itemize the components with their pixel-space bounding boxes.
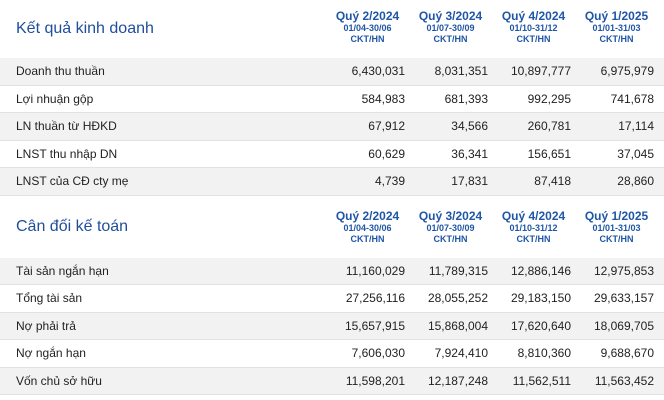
cell-value: 87,418: [534, 174, 571, 189]
cell-value: 260,781: [527, 119, 571, 134]
period-name: Quý 4/2024: [501, 9, 566, 23]
period-range: 01/01-31/03: [592, 23, 641, 33]
cell-value: 8,031,351: [434, 64, 488, 79]
period-header-q1-2025[interactable]: Quý 1/2025 01/01-31/03 CKT/HN: [575, 9, 658, 45]
cell-value: 29,633,157: [593, 291, 654, 306]
cell-value: 11,562,511: [512, 373, 571, 388]
balance-sheet-header: Cân đối kế toán Quý 2/2024 01/04-30/06 C…: [0, 195, 664, 258]
cell-value: 17,831: [451, 174, 488, 189]
cell-value: 584,983: [361, 91, 405, 106]
cell-value: 28,055,252: [427, 291, 488, 306]
cell-value: 15,868,004: [427, 318, 488, 333]
period-range: 01/07-30/09: [426, 23, 475, 33]
period-unit: CKT/HN: [599, 34, 634, 44]
balance-sheet-title: Cân đối kế toán: [16, 217, 129, 235]
cell-value: 17,620,640: [510, 318, 571, 333]
table-row: Lợi nhuận gộp 584,983 681,393 992,295 74…: [0, 86, 664, 113]
period-range: 01/10-31/12: [509, 23, 558, 33]
table-row: Vốn chủ sở hữu 11,598,201 12,187,248 11,…: [0, 367, 664, 395]
cell-value: 4,739: [374, 174, 405, 189]
cell-value: 27,256,116: [345, 291, 405, 306]
cell-value: 36,341: [451, 146, 488, 161]
cell-value: 741,678: [610, 91, 654, 106]
table-row: Tài sản ngắn hạn 11,160,029 11,789,315 1…: [0, 257, 664, 285]
period-header-q1-2025[interactable]: Quý 1/2025 01/01-31/03 CKT/HN: [575, 209, 658, 245]
business-results-title: Kết quả kinh doanh: [16, 20, 154, 37]
period-unit: CKT/HN: [433, 233, 468, 244]
period-range: 01/04-30/06: [343, 222, 392, 233]
business-results-header: Kết quả kinh doanh Quý 2/2024 01/04-30/0…: [0, 0, 664, 58]
cell-value: 6,430,031: [351, 64, 405, 79]
cell-value: 681,393: [444, 91, 488, 106]
period-header-q3-2024[interactable]: Quý 3/2024 01/07-30/09 CKT/HN: [409, 9, 492, 45]
cell-value: 9,688,670: [600, 346, 654, 361]
cell-value: 992,295: [527, 91, 571, 106]
cell-value: 12,975,853: [593, 263, 654, 278]
period-name: Quý 3/2024: [418, 208, 483, 223]
row-label: LNST thu nhập DN: [16, 146, 118, 161]
cell-value: 17,114: [618, 119, 654, 134]
balance-sheet-section: Cân đối kế toán Quý 2/2024 01/04-30/06 C…: [0, 195, 664, 395]
period-name: Quý 3/2024: [418, 9, 483, 23]
row-label: LN thuần từ HĐKD: [16, 119, 117, 134]
cell-value: 156,651: [527, 146, 571, 161]
row-label: LNST của CĐ cty mẹ: [16, 174, 129, 189]
cell-value: 34,566: [451, 119, 488, 134]
table-row: LNST của CĐ cty mẹ 4,739 17,831 87,418 2…: [0, 168, 664, 196]
table-row: LN thuần từ HĐKD 67,912 34,566 260,781 1…: [0, 113, 664, 141]
period-name: Quý 1/2025: [584, 208, 649, 223]
row-label: Lợi nhuận gộp: [16, 91, 94, 106]
cell-value: 67,912: [368, 119, 405, 134]
cell-value: 10,897,777: [510, 64, 571, 79]
period-header-q2-2024[interactable]: Quý 2/2024 01/04-30/06 CKT/HN: [326, 209, 409, 245]
cell-value: 11,563,452: [594, 373, 654, 388]
period-unit: CKT/HN: [516, 233, 551, 244]
cell-value: 7,606,030: [351, 346, 405, 361]
period-name: Quý 1/2025: [584, 9, 649, 23]
period-header-q2-2024[interactable]: Quý 2/2024 01/04-30/06 CKT/HN: [326, 9, 409, 45]
period-range: 01/07-30/09: [426, 222, 475, 233]
row-label: Tổng tài sản: [16, 291, 83, 306]
period-name: Quý 2/2024: [335, 9, 400, 23]
period-unit: CKT/HN: [599, 233, 634, 244]
cell-value: 18,069,705: [593, 318, 654, 333]
table-row: Tổng tài sản 27,256,116 28,055,252 29,18…: [0, 285, 664, 313]
table-row: LNST thu nhập DN 60,629 36,341 156,651 3…: [0, 141, 664, 168]
period-range: 01/10-31/12: [509, 222, 558, 233]
cell-value: 12,187,248: [427, 373, 488, 388]
cell-value: 12,886,146: [510, 263, 571, 278]
cell-value: 29,183,150: [510, 291, 571, 306]
cell-value: 6,975,979: [600, 64, 654, 79]
period-unit: CKT/HN: [350, 34, 385, 44]
period-header-q4-2024[interactable]: Quý 4/2024 01/10-31/12 CKT/HN: [492, 209, 575, 245]
table-row: Doanh thu thuần 6,430,031 8,031,351 10,8…: [0, 58, 664, 86]
table-row: Nợ ngắn hạn 7,606,030 7,924,410 8,810,36…: [0, 340, 664, 368]
cell-value: 11,598,201: [345, 373, 405, 388]
period-unit: CKT/HN: [433, 34, 468, 44]
period-name: Quý 4/2024: [501, 208, 566, 223]
row-label: Doanh thu thuần: [16, 64, 105, 79]
row-label: Nợ phải trả: [16, 318, 76, 333]
cell-value: 37,045: [617, 146, 654, 161]
cell-value: 8,810,360: [517, 346, 571, 361]
cell-value: 11,789,315: [428, 263, 488, 278]
cell-value: 11,160,029: [345, 263, 405, 278]
row-label: Nợ ngắn hạn: [16, 346, 86, 361]
period-header-q3-2024[interactable]: Quý 3/2024 01/07-30/09 CKT/HN: [409, 209, 492, 245]
period-unit: CKT/HN: [350, 233, 385, 244]
row-label: Tài sản ngắn hạn: [16, 263, 109, 278]
cell-value: 15,657,915: [344, 318, 405, 333]
business-results-section: Kết quả kinh doanh Quý 2/2024 01/04-30/0…: [0, 0, 664, 196]
table-row: Nợ phải trả 15,657,915 15,868,004 17,620…: [0, 312, 664, 340]
period-range: 01/01-31/03: [592, 222, 641, 233]
cell-value: 28,860: [617, 174, 654, 189]
period-range: 01/04-30/06: [343, 23, 392, 33]
cell-value: 7,924,410: [434, 346, 488, 361]
period-header-q4-2024[interactable]: Quý 4/2024 01/10-31/12 CKT/HN: [492, 9, 575, 45]
period-name: Quý 2/2024: [335, 208, 400, 223]
cell-value: 60,629: [368, 146, 405, 161]
row-label: Vốn chủ sở hữu: [16, 373, 102, 388]
period-unit: CKT/HN: [516, 34, 551, 44]
